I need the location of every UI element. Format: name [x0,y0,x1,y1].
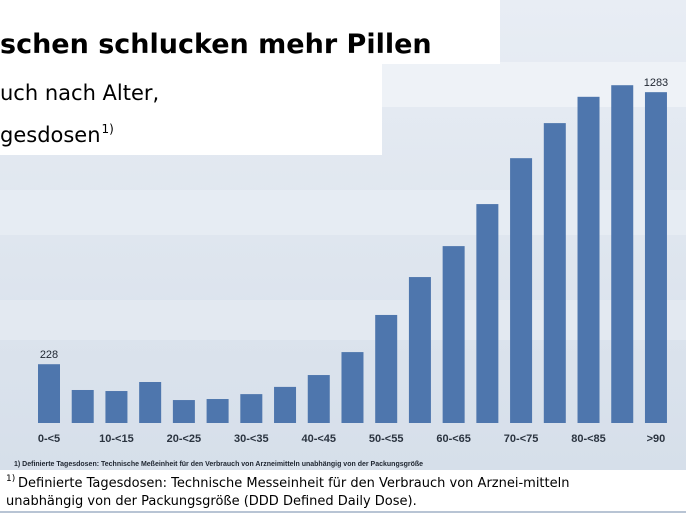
x-tick-label: 0-<5 [38,433,60,445]
bar [274,386,297,423]
data-label: 1283 [644,77,668,89]
bar [476,204,499,423]
x-tick-label: 70-<75 [504,433,539,445]
x-tick-label: 30-<35 [234,433,269,445]
bar [105,391,128,423]
band [0,190,686,235]
bar [543,123,566,423]
x-tick-label: >90 [647,433,666,445]
x-tick-label: 40-<45 [301,433,336,445]
subtitle: gesdosen [0,123,101,147]
bar [442,246,465,423]
x-tick-label: 80-<85 [571,433,606,445]
footnote: unabhängig von der Packungsgröße (DDD De… [6,494,417,509]
bar [510,158,533,423]
source-footnote: 1) Definierte Tagesdosen: Technische Meß… [14,461,423,468]
bar [71,389,94,423]
x-tick-label: 10-<15 [99,433,134,445]
footnote: Definierte Tagesdosen: Technische Messei… [18,476,569,491]
bar [408,277,431,423]
footnote-marker: 1) [102,122,114,136]
bar [172,400,195,423]
bar [611,85,634,423]
band [0,300,686,340]
bar [38,364,60,423]
bar [375,314,398,423]
bar [577,96,600,423]
bar [139,382,162,423]
subtitle-box [0,0,382,155]
footnote-box [0,470,686,513]
x-tick-label: 60-<65 [436,433,471,445]
bar [240,394,263,423]
bar [341,352,364,423]
chart-title: schen schlucken mehr Pillen [0,29,432,60]
data-label: 228 [40,349,58,361]
bar [644,92,667,424]
x-tick-label: 20-<25 [167,433,202,445]
x-tick-label: 50-<55 [369,433,404,445]
footnote-marker: 1) [6,474,15,484]
bar [206,399,229,423]
bar [307,375,330,423]
subtitle: uch nach Alter, [0,81,159,105]
